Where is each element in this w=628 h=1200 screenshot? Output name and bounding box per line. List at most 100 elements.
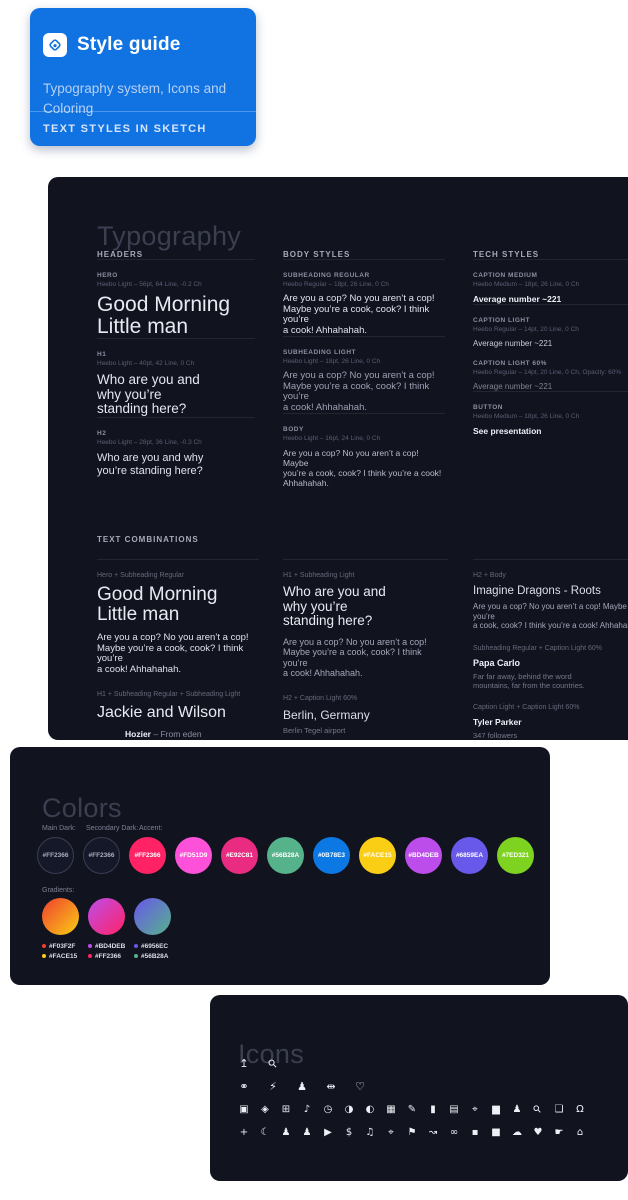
combinations-column-3: H2 + Body Imagine Dragons - Roots Are yo… <box>473 559 628 740</box>
card-divider <box>30 111 256 112</box>
style-guide-card[interactable]: Style guide Typography system, Icons and… <box>30 8 256 146</box>
combo-body: Are you a cop? No you aren’t a cop! Mayb… <box>97 632 249 675</box>
swatch-hex-label: #FACE15 <box>363 852 392 859</box>
headers-column: HEADERS HERO Heebo Light – 56pt, 64 Line… <box>97 250 255 478</box>
body-styles-column: BODY STYLES SUBHEADING REGULAR Heebo Reg… <box>283 250 445 488</box>
upload-icon: ↥ <box>239 1057 249 1070</box>
swatch-hex-label: #6859EA <box>455 852 484 859</box>
icon-row: + ☾ ♟ ♟ ▶ $ ♫ ⌖ ⚑ ↝ ∞ ▪ ■ ☁ ♥ ☛ ⌂ <box>238 1126 586 1140</box>
text-styles-link[interactable]: TEXT STYLES IN SKETCH <box>43 123 207 135</box>
gradient-cell: #F03F2F #FACE15 <box>42 898 79 961</box>
icons-panel: Icons ↥ ⚲ ⚭ ⚡ ♟ ⇹ ♡ ▣ ◈ ⊞ ♪ ◷ ◑ ◐ ▦ ✎ ▮ ▤ ⌖ ▆ ♟ ⚲ ❏ Ω + ☾ ♟ ♟ ▶ $ ♫ ⌖ ⚑ ↝… <box>210 995 628 1181</box>
image-icon: ▦ <box>386 1104 396 1115</box>
gradient-dot <box>88 954 92 958</box>
section-label-headers: HEADERS <box>97 250 144 259</box>
style-spec: Heebo Medium – 18pt, 26 Line, 0 Ch <box>473 413 580 420</box>
icon-row: ⚭ ⚡ ♟ ⇹ ♡ <box>238 1080 586 1094</box>
swatch-hex-label: #FF2366 <box>42 852 69 859</box>
divider <box>473 559 628 560</box>
style-name: CAPTION LIGHT <box>473 317 531 324</box>
contrast-icon: ◑ <box>344 1104 354 1115</box>
style-spec: Heebo Light – 18pt, 26 Line, 0 Ch <box>283 358 381 365</box>
flag-icon: ⚑ <box>407 1127 417 1138</box>
swatch-hex-label: #BD4DEB <box>408 852 439 859</box>
style-spec: Heebo Regular – 18pt, 26 Line, 0 Ch <box>283 281 389 288</box>
style-spec: Heebo Medium – 18pt, 26 Line, 0 Ch <box>473 281 580 288</box>
binoculars-icon: ⚭ <box>239 1080 249 1093</box>
combo-label: H1 + Subheading Regular + Subheading Lig… <box>97 691 241 698</box>
gradient-hex-label: #FF2366 <box>95 952 122 960</box>
combo-label: H2 + Body <box>473 572 506 579</box>
combo-body: Are you a cop? No you aren’t a cop! Mayb… <box>473 602 628 630</box>
combo-heading: Who are you and why you’re standing here… <box>283 584 386 628</box>
swatch-hex-label: #FD51D9 <box>179 852 208 859</box>
icons-title: Icons <box>238 1039 305 1070</box>
combinations-column-2: H1 + Subheading Light Who are you and wh… <box>283 559 448 735</box>
color-swatch: #0B78E3 <box>313 837 350 874</box>
document-icon: ▤ <box>449 1104 459 1115</box>
swatch-hex-label: #FF2366 <box>88 852 115 859</box>
divider <box>97 416 255 418</box>
gradient-dot <box>134 954 138 958</box>
gradient-hex-label: #6956EC <box>141 942 169 950</box>
style-sample-caption-light: Average number ~221 <box>473 339 553 348</box>
gradient-dot <box>42 954 46 958</box>
swatch-hex-label: #E92C81 <box>225 852 254 859</box>
gradient-row: #F03F2F #FACE15 #BD4DEB #FF2366 #6956EC #56B2… <box>42 898 171 961</box>
gradient-swatch <box>134 898 171 935</box>
gradient-hex-label: #BD4DEB <box>95 942 126 950</box>
trend-icon: ↝ <box>428 1127 438 1138</box>
window-icon: ▣ <box>239 1104 249 1115</box>
accent-label: Accent: <box>139 825 163 832</box>
gradient-cell: #6956EC #56B28A <box>134 898 171 961</box>
gradient-dot <box>42 944 46 948</box>
swatch-hex-label: #0B78E3 <box>317 852 346 859</box>
color-swatch: #56B28A <box>267 837 304 874</box>
divider <box>283 413 445 414</box>
combo-label: Subheading Regular + Caption Light 60% <box>473 644 603 652</box>
style-sample-caption-medium: Average number ~221 <box>473 294 562 304</box>
gradient-legend-row: #FACE15 <box>42 951 79 961</box>
combo-heading: Berlin, Germany <box>283 707 370 722</box>
typography-title: Typography <box>97 221 242 252</box>
section-label-body-styles: BODY STYLES <box>283 250 351 259</box>
person-icon: ♟ <box>297 1080 307 1093</box>
gradient-legend-row: #BD4DEB <box>88 941 125 951</box>
swatch-row: #FF2366 #FF2366 #FF2366 #FD51D9 #E92C81 #56B2… <box>37 837 534 874</box>
divider <box>473 259 628 260</box>
combo-heading: Good Morning Little man <box>97 584 218 625</box>
heart-hands-icon: ♡ <box>355 1080 365 1093</box>
combo-heading: Imagine Dragons - Roots <box>473 585 601 597</box>
gradient-swatch <box>88 898 125 935</box>
main-dark-label: Main Dark: <box>42 825 76 832</box>
divider <box>283 559 448 560</box>
hands-icon: ⇹ <box>326 1080 336 1093</box>
style-sample-button: See presentation <box>473 426 542 436</box>
color-swatch: #FD51D9 <box>175 837 212 874</box>
divider <box>97 338 255 339</box>
plus-icon: + <box>239 1127 249 1138</box>
style-sample-subheading-light: Are you a cop? No you aren’t a cop! Mayb… <box>283 370 435 413</box>
divider <box>473 391 628 392</box>
link-icon: ∞ <box>449 1127 459 1138</box>
section-label-tech-styles: TECH STYLES <box>473 250 540 259</box>
typography-panel: Typography HEADERS HERO Heebo Light – 56… <box>48 177 628 740</box>
card-subtitle: Typography system, Icons and Coloring <box>43 80 227 116</box>
style-spec: Heebo Regular – 14pt, 20 Line, 0 Ch <box>473 326 579 333</box>
secondary-dark-label: Secondary Dark: <box>86 825 139 832</box>
color-swatch: #6859EA <box>451 837 488 874</box>
combo-caption: Berlin Tegel airport <box>283 725 346 735</box>
gradient-legend-row: #FF2366 <box>88 951 125 961</box>
style-spec: Heebo Regular – 14pt, 20 Line, 0 Ch, Opa… <box>473 369 622 376</box>
tech-styles-column: TECH STYLES CAPTION MEDIUM Heebo Medium … <box>473 250 628 436</box>
play-icon: ▶ <box>324 1127 332 1138</box>
user-add-icon: ♟ <box>302 1127 312 1138</box>
icon-row: ↥ ⚲ <box>238 1056 586 1071</box>
gradient-dot <box>88 944 92 948</box>
combinations-column-1: Hero + Subheading Regular Good Morning L… <box>97 559 259 739</box>
dollar-icon: $ <box>345 1127 353 1138</box>
style-spec: Heebo Light – 40pt, 42 Line, 0 Ch <box>97 360 195 367</box>
divider <box>283 336 445 337</box>
combo-artist-line: Hozier – From eden <box>97 729 259 739</box>
